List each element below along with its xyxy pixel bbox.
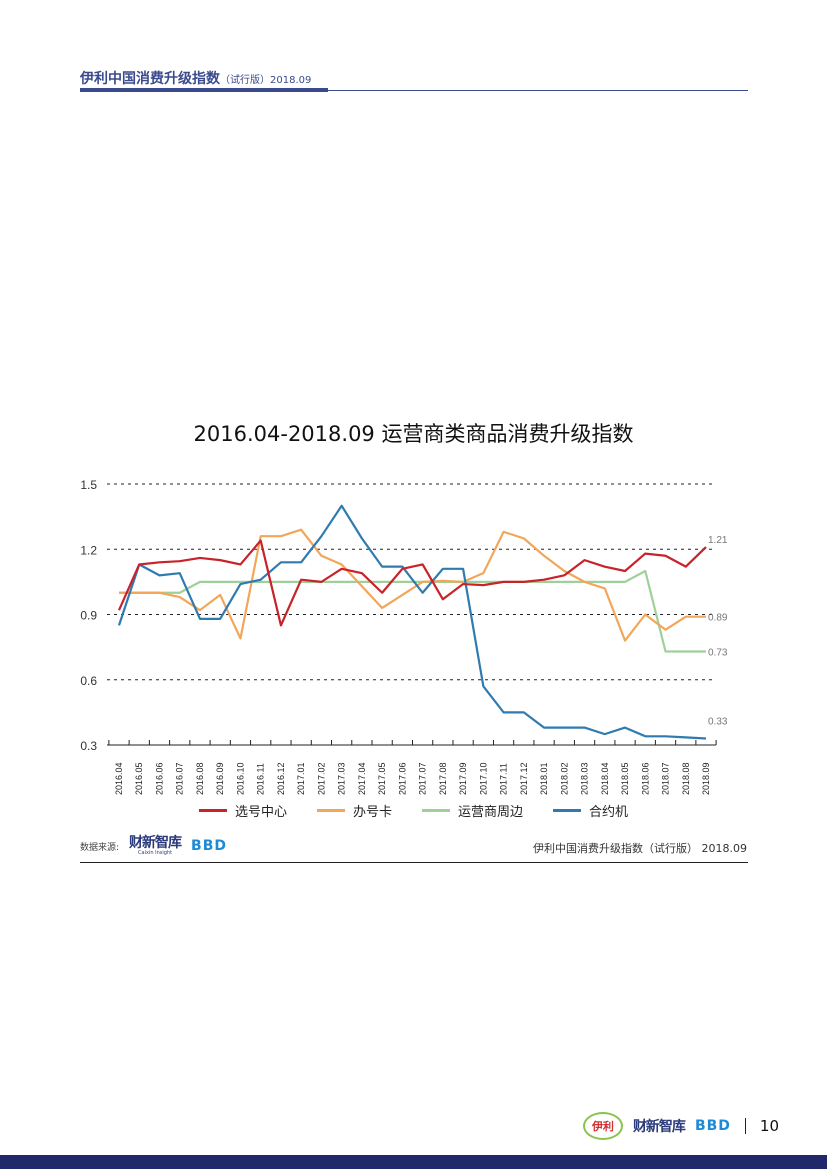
x-tick-label: 2017.04: [357, 762, 367, 795]
x-tick-label: 2018.02: [559, 762, 569, 795]
series-line-2: [119, 569, 706, 653]
caixin-logo-text: 财新智库: [129, 835, 182, 851]
legend-swatch: [198, 809, 227, 812]
yili-logo: 伊利: [582, 1112, 623, 1140]
chart-legend: 选号中心 办号卡 运营商周边 合约机: [0, 801, 827, 820]
legend-item: 合约机: [553, 801, 628, 820]
line-chart: 1.5 1.2 0.9 0.6 0.3 2016.04 2016.05 2016.06 2016…: [80, 478, 728, 795]
y-tick-label: 0.3: [80, 739, 97, 753]
x-tick-label: 2018.01: [539, 762, 549, 795]
x-tick-label: 2017.03: [337, 762, 347, 795]
x-tick-label: 2017.07: [418, 762, 428, 795]
x-tick-label: 2018.08: [681, 762, 691, 795]
x-tick-label: 2017.09: [458, 762, 468, 795]
legend-item: 选号中心: [198, 801, 287, 820]
x-tick-label: 2016.12: [276, 762, 286, 795]
legend-item: 运营商周边: [422, 801, 523, 820]
x-tick-label: 2016.04: [114, 762, 124, 795]
header-accent-bar: [80, 88, 328, 92]
end-value-label: 1.21: [708, 535, 728, 546]
x-tick-label: 2016.07: [175, 762, 185, 795]
legend-label: 办号卡: [352, 805, 392, 820]
x-tick-label: 2018.05: [620, 762, 630, 795]
source-divider: [80, 862, 748, 863]
legend-label: 合约机: [589, 805, 629, 820]
header-title-main: 伊利中国消费升级指数: [80, 71, 220, 87]
footer: 伊利 财新智库 BBD 10: [582, 1112, 779, 1140]
source-right-text: 伊利中国消费升级指数（试行版） 2018.09: [533, 842, 747, 855]
x-tick-label: 2017.05: [377, 762, 387, 795]
series-line-3: [117, 504, 707, 740]
x-tick-label: 2017.12: [519, 762, 529, 795]
x-tick-label: 2016.09: [215, 762, 225, 795]
page-number: 10: [759, 1117, 779, 1135]
x-tick-label: 2017.08: [438, 762, 448, 795]
y-tick-label: 0.6: [80, 674, 97, 688]
series-line-0: [117, 539, 707, 627]
legend-swatch: [422, 809, 450, 812]
header-title: 伊利中国消费升级指数（试行版）2018.09: [80, 68, 311, 88]
legend-label: 选号中心: [234, 805, 287, 820]
bbd-logo: BBD: [191, 838, 228, 854]
x-tick-label: 2017.02: [316, 762, 326, 795]
bbd-footer-logo: BBD: [694, 1118, 731, 1134]
legend-label: 运营商周边: [458, 805, 524, 820]
x-tick-label: 2017.01: [296, 762, 306, 795]
y-tick-label: 1.5: [80, 478, 97, 492]
x-tick-label: 2016.10: [235, 762, 245, 795]
y-tick-label: 0.9: [80, 609, 97, 623]
legend-item: 办号卡: [316, 801, 392, 820]
x-tick-label: 2016.05: [134, 762, 144, 795]
footer-separator: [744, 1118, 746, 1134]
x-tick-label: 2016.08: [195, 762, 205, 795]
chart-title: 2016.04-2018.09 运营商类商品消费升级指数: [193, 422, 634, 446]
caixin-footer-logo: 财新智库: [632, 1119, 686, 1135]
x-tick-label: 2018.03: [580, 762, 590, 795]
y-tick-label: 1.2: [80, 543, 97, 557]
end-value-label: 0.73: [708, 647, 728, 658]
caixin-logo-subtitle: Caixin Insight: [138, 850, 173, 856]
x-tick-label: 2017.11: [499, 763, 509, 795]
x-tick-label: 2016.06: [154, 762, 164, 795]
x-tick-label: 2017.10: [478, 762, 488, 795]
legend-swatch: [553, 809, 582, 812]
header-divider: [328, 90, 748, 91]
source-label: 数据来源:: [80, 842, 120, 853]
header-subtitle: （试行版）2018.09: [220, 75, 312, 86]
caixin-logo: 财新智库 Caixin Insight: [129, 835, 182, 856]
x-tick-label: 2017.06: [397, 762, 407, 795]
end-value-label: 0.89: [708, 613, 728, 624]
x-tick-label: 2018.07: [661, 762, 671, 795]
end-value-label: 0.33: [708, 716, 728, 727]
data-source: 数据来源: 财新智库 Caixin Insight BBD: [80, 836, 227, 856]
x-tick-label: 2018.09: [701, 762, 711, 795]
series-line-1: [119, 528, 706, 642]
x-tick-label: 2018.06: [640, 762, 650, 795]
bottom-bar: [0, 1155, 827, 1169]
x-tick-label: 2018.04: [600, 762, 610, 795]
x-tick-label: 2016.11: [256, 763, 266, 795]
legend-swatch: [316, 809, 345, 812]
